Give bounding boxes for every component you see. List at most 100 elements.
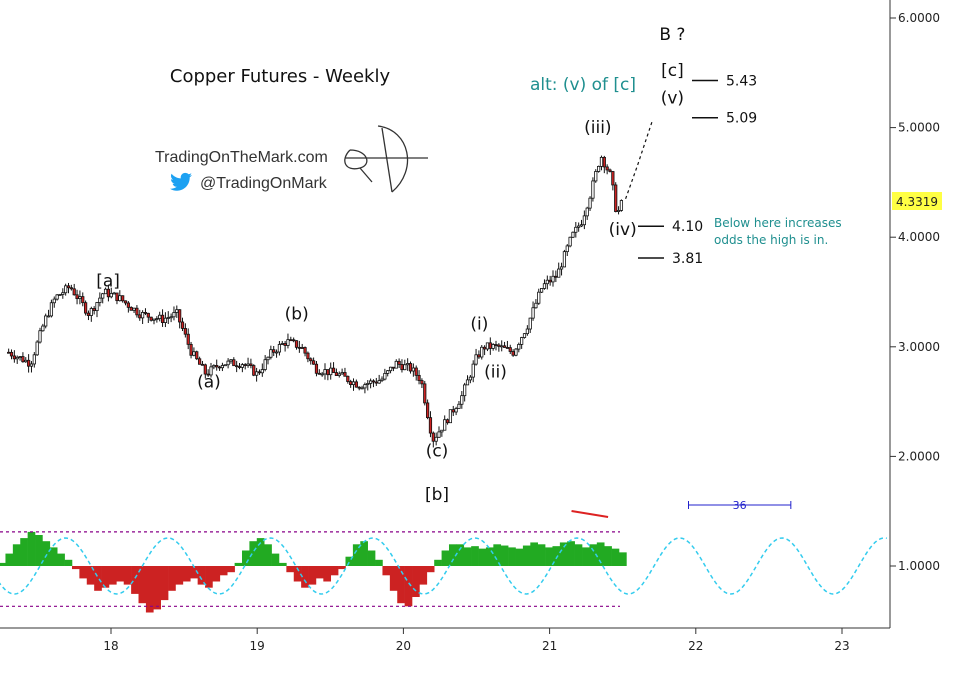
- candle-body: [297, 346, 301, 349]
- candle-body: [454, 408, 458, 413]
- candle-body: [406, 363, 410, 366]
- wave-label: (b): [285, 304, 309, 324]
- oscillator-bar: [559, 542, 568, 566]
- last-price-tag: [892, 192, 942, 210]
- candle-body: [363, 384, 367, 389]
- candle-body: [257, 371, 262, 374]
- candle-body: [292, 339, 296, 342]
- candle-body: [64, 285, 68, 294]
- candle-body: [203, 364, 207, 375]
- candle-body: [574, 226, 578, 233]
- oscillator-bar: [264, 544, 272, 566]
- candle-body: [35, 341, 39, 356]
- candle-body: [528, 317, 532, 330]
- candle-body: [614, 184, 618, 212]
- candle-body: [594, 171, 598, 182]
- candle-body: [263, 359, 267, 370]
- oscillator-bar: [352, 544, 361, 566]
- candle-body: [366, 383, 370, 385]
- candle-body: [428, 417, 433, 434]
- oscillator-bar: [382, 566, 391, 576]
- oscillator-bar: [42, 541, 51, 566]
- time-ticks: 18 19 20 21 22 23: [103, 628, 850, 653]
- candle-body: [588, 197, 592, 209]
- candle-body: [175, 309, 179, 313]
- candle-body: [557, 268, 561, 278]
- oscillator-bar: [219, 566, 228, 576]
- alt-count-label: alt: (v) of [c]: [530, 75, 636, 95]
- candle-body: [483, 346, 487, 350]
- candle-body: [15, 356, 19, 360]
- candle-body: [126, 302, 130, 308]
- candle-body: [141, 312, 145, 319]
- oscillator-bar: [131, 566, 139, 594]
- candle-body: [437, 431, 441, 438]
- oscillator-bar: [323, 566, 332, 582]
- candle-body: [129, 306, 133, 311]
- candle-body: [274, 351, 279, 354]
- oscillator: [0, 531, 627, 613]
- candle-body: [537, 291, 541, 304]
- candle-body: [417, 374, 421, 381]
- candle-body: [568, 236, 572, 247]
- candle-body: [115, 292, 119, 302]
- candle-body: [443, 419, 447, 431]
- archer-logo-icon: [344, 125, 428, 193]
- candle-body: [209, 366, 213, 376]
- candle-body: [215, 365, 219, 368]
- candle-body: [212, 365, 216, 368]
- candle-body: [249, 363, 253, 366]
- candle-body: [434, 436, 438, 442]
- candle-body: [89, 308, 93, 316]
- candle-body: [374, 381, 378, 384]
- candle-body: [294, 340, 299, 348]
- candle-body: [597, 165, 601, 172]
- candle-body: [426, 402, 430, 419]
- candle-body: [329, 367, 333, 376]
- candle-body: [585, 207, 589, 217]
- candle-body: [619, 200, 624, 211]
- oscillator-bar: [530, 542, 538, 566]
- wave-label: (iv): [609, 220, 637, 240]
- candle-body: [565, 245, 569, 253]
- candle-body: [7, 351, 11, 354]
- candle-body: [423, 383, 427, 404]
- candle-body: [334, 372, 339, 376]
- wave-label: [a]: [96, 272, 120, 292]
- oscillator-bar: [345, 556, 354, 566]
- candle-body: [386, 370, 390, 374]
- candle-body: [152, 318, 156, 321]
- candle-body: [420, 380, 424, 385]
- oscillator-bar: [242, 550, 250, 566]
- price-tick-label: 3.0000: [898, 340, 940, 354]
- oscillator-bar: [500, 545, 509, 566]
- candle-body: [465, 379, 470, 386]
- note-line-2: odds the high is in.: [714, 233, 828, 247]
- oscillator-bar: [20, 538, 28, 566]
- oscillator-bar: [545, 547, 553, 566]
- oscillator-bar: [123, 566, 132, 585]
- wave-label: (i): [470, 314, 488, 334]
- oscillator-bar: [404, 566, 413, 607]
- candle-body: [517, 344, 521, 350]
- candles: [7, 155, 624, 448]
- candle-body: [192, 351, 196, 356]
- oscillator-bar: [145, 566, 154, 613]
- oscillator-bar: [456, 544, 465, 566]
- candle-body: [280, 343, 284, 345]
- candle-body: [237, 366, 242, 368]
- oscillator-bar: [448, 544, 457, 566]
- candle-body: [158, 314, 162, 320]
- oscillator-bar: [582, 547, 590, 566]
- candle-body: [411, 367, 415, 372]
- oscillator-bar: [182, 566, 191, 582]
- candle-body: [579, 224, 584, 227]
- candle-body: [502, 345, 507, 348]
- time-tick-label: 22: [688, 639, 703, 653]
- wave-label: (a): [197, 372, 221, 392]
- oscillator-bar: [212, 566, 221, 582]
- price-tick-label: 4.0000: [898, 230, 940, 244]
- candle-body: [360, 387, 364, 390]
- wave-label: [c]: [661, 61, 684, 81]
- candle-body: [605, 166, 609, 171]
